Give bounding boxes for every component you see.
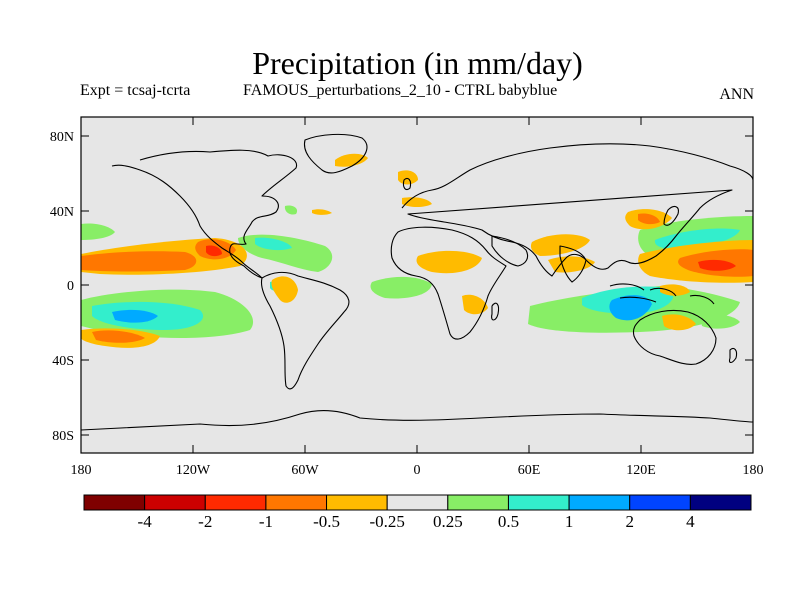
british-isles-coast	[402, 177, 412, 191]
colorbar-label-6: 0.5	[497, 512, 520, 531]
africa-coast	[390, 226, 507, 340]
latitude-ticks	[81, 135, 753, 436]
colorbar-box-9	[629, 494, 691, 511]
longitude-labels: 180 120W 60W 0 60E 120E 180	[71, 463, 764, 478]
south-america-coast	[260, 271, 350, 390]
north-america-coast	[111, 149, 298, 279]
southeast-asia-islands	[609, 283, 715, 305]
plot-title: Precipitation (in mm/day)	[252, 45, 583, 81]
india-coast	[559, 245, 587, 283]
season-label: ANN	[719, 86, 754, 103]
colorbar	[83, 494, 752, 511]
lon-label-60w: 60W	[291, 463, 319, 478]
colorbar-box-1	[144, 494, 206, 511]
experiment-label: Expt = tcsaj-tcrta	[80, 82, 191, 99]
madagascar-coast	[491, 302, 500, 321]
lon-label-0: 0	[414, 463, 421, 478]
lat-label-80n: 80N	[50, 130, 74, 145]
colorbar-box-7	[507, 494, 570, 511]
coastlines	[81, 133, 753, 431]
colorbar-label-8: 2	[625, 512, 634, 531]
new-zealand-coast	[728, 347, 738, 364]
colorbar-label-9: 4	[686, 512, 695, 531]
greenland-coast	[303, 133, 368, 174]
positive-anomaly-strong	[112, 295, 652, 323]
lon-label-120e: 120E	[626, 463, 656, 478]
lat-label-0: 0	[67, 279, 74, 294]
lat-label-80s: 80S	[52, 429, 74, 444]
lon-label-180e: 180	[743, 463, 764, 478]
australia-coast	[632, 309, 717, 365]
colorbar-box-3	[265, 494, 328, 511]
eurasia-coast	[401, 143, 753, 277]
longitude-ticks	[192, 117, 642, 453]
negative-anomaly-strong	[206, 245, 736, 271]
latitude-labels: 80N 40N 0 40S 80S	[50, 130, 74, 444]
colorbar-box-8	[568, 494, 631, 511]
colorbar-box-4	[326, 494, 388, 511]
colorbar-label-0: -4	[137, 512, 152, 531]
colorbar-label-4: -0.25	[369, 512, 405, 531]
lon-label-180w: 180	[71, 463, 92, 478]
lat-label-40s: 40S	[52, 354, 74, 369]
japan-coast	[663, 205, 679, 226]
colorbar-box-6	[447, 494, 509, 511]
antarctica-coast	[81, 409, 753, 431]
lat-label-40n: 40N	[50, 205, 74, 220]
colorbar-label-5: 0.25	[432, 512, 463, 531]
colorbar-box-2	[204, 494, 267, 511]
colorbar-label-3: -0.5	[313, 512, 340, 531]
lon-label-60e: 60E	[518, 463, 541, 478]
colorbar-box-0	[83, 494, 146, 511]
experiment-name: FAMOUS_perturbations_2_10 - CTRL babyblu…	[243, 82, 558, 99]
colorbar-label-2: -1	[258, 512, 273, 531]
lon-label-120w: 120W	[176, 463, 211, 478]
colorbar-label-1: -2	[198, 512, 213, 531]
precip-anomaly-fields	[81, 153, 753, 348]
arabia-coast	[491, 235, 529, 267]
colorbar-box-10	[689, 494, 752, 511]
colorbar-box-5	[386, 494, 449, 511]
colorbar-label-7: 1	[564, 512, 574, 531]
